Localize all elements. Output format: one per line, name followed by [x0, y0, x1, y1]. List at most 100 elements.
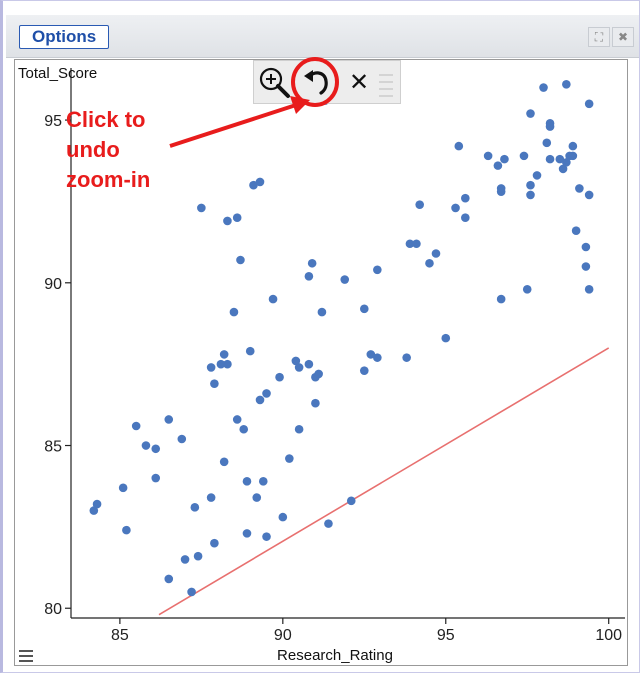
data-point — [118, 483, 128, 493]
data-point — [232, 415, 242, 424]
data-point — [187, 587, 196, 597]
data-point — [425, 258, 434, 268]
data-point — [164, 415, 174, 424]
data-point — [122, 525, 131, 535]
data-point — [581, 242, 591, 252]
expand-icon[interactable]: ⛶ — [588, 27, 610, 47]
data-point — [366, 350, 376, 359]
data-point — [223, 216, 232, 226]
data-point — [402, 353, 411, 362]
data-point — [307, 258, 317, 268]
data-point — [275, 372, 284, 382]
data-point — [317, 307, 327, 317]
data-point — [314, 369, 323, 379]
options-button[interactable]: Options — [19, 25, 110, 49]
data-point — [558, 164, 568, 174]
data-point — [236, 255, 245, 265]
data-point — [177, 434, 187, 444]
data-point — [232, 213, 242, 223]
data-point — [483, 151, 493, 161]
data-point — [258, 477, 268, 486]
data-point — [451, 203, 460, 213]
data-point — [294, 363, 304, 372]
y-tick-label: 95 — [44, 113, 62, 130]
data-point — [304, 359, 314, 369]
data-point — [575, 184, 584, 193]
window-titlebar: Options ⛶ ✖ — [6, 15, 639, 58]
x-tick-label: 95 — [437, 627, 455, 644]
data-point — [206, 493, 216, 502]
data-point — [193, 551, 203, 561]
data-point — [346, 496, 356, 506]
data-point — [493, 161, 503, 170]
data-point — [500, 154, 509, 164]
x-tick-label: 90 — [274, 627, 292, 644]
data-point — [151, 444, 161, 454]
data-point — [311, 398, 320, 408]
undo-icon[interactable] — [299, 65, 333, 99]
data-point — [441, 333, 451, 343]
y-tick-label: 80 — [44, 601, 62, 618]
data-point — [131, 421, 141, 431]
y-tick-label: 85 — [44, 439, 62, 456]
data-point — [496, 294, 506, 304]
data-point — [219, 350, 229, 359]
data-point — [216, 359, 226, 369]
data-point — [206, 363, 216, 372]
data-point — [562, 158, 571, 167]
data-point — [532, 171, 542, 180]
data-point — [415, 200, 424, 209]
data-point — [141, 441, 151, 450]
close-icon[interactable]: ✕ — [348, 68, 370, 96]
data-point — [223, 359, 232, 369]
close-window-icon[interactable]: ✖ — [612, 27, 634, 47]
data-point — [262, 532, 271, 541]
data-point — [454, 141, 464, 151]
data-point — [555, 154, 565, 164]
data-point — [526, 109, 535, 118]
data-point — [542, 138, 552, 148]
data-point — [278, 512, 288, 522]
data-point — [526, 190, 535, 200]
x-tick-label: 85 — [111, 627, 129, 644]
data-point — [210, 538, 219, 548]
plot-area[interactable] — [14, 59, 628, 666]
data-point — [568, 141, 578, 151]
data-point — [197, 203, 206, 213]
data-point — [291, 356, 301, 366]
data-point — [461, 213, 470, 223]
data-point — [219, 457, 229, 467]
data-point — [92, 499, 102, 509]
zoom-in-icon[interactable] — [257, 65, 291, 99]
data-point — [268, 294, 278, 304]
data-point — [581, 262, 591, 271]
menu-icon[interactable] — [19, 650, 33, 662]
data-point — [242, 529, 252, 538]
data-point — [239, 424, 249, 434]
data-point — [89, 506, 99, 515]
data-point — [568, 151, 578, 161]
toolbar-grip-icon[interactable] — [376, 65, 396, 99]
data-point — [294, 424, 304, 434]
data-point — [584, 190, 594, 200]
data-point — [255, 395, 265, 405]
data-point — [180, 555, 190, 564]
data-point — [245, 346, 255, 356]
x-axis-label: Research_Rating — [277, 647, 393, 664]
data-point — [164, 574, 174, 584]
x-tick-label: 100 — [595, 627, 622, 644]
data-point — [242, 477, 252, 486]
data-point — [461, 193, 470, 203]
data-point — [151, 473, 161, 483]
data-point — [405, 239, 415, 249]
data-point — [373, 265, 382, 275]
data-point — [584, 285, 594, 294]
data-point — [539, 83, 548, 92]
data-point — [526, 180, 535, 190]
y-tick-label: 90 — [44, 276, 62, 293]
data-point — [340, 275, 350, 284]
data-point — [545, 122, 555, 131]
data-point — [519, 151, 529, 161]
data-point — [412, 239, 421, 249]
